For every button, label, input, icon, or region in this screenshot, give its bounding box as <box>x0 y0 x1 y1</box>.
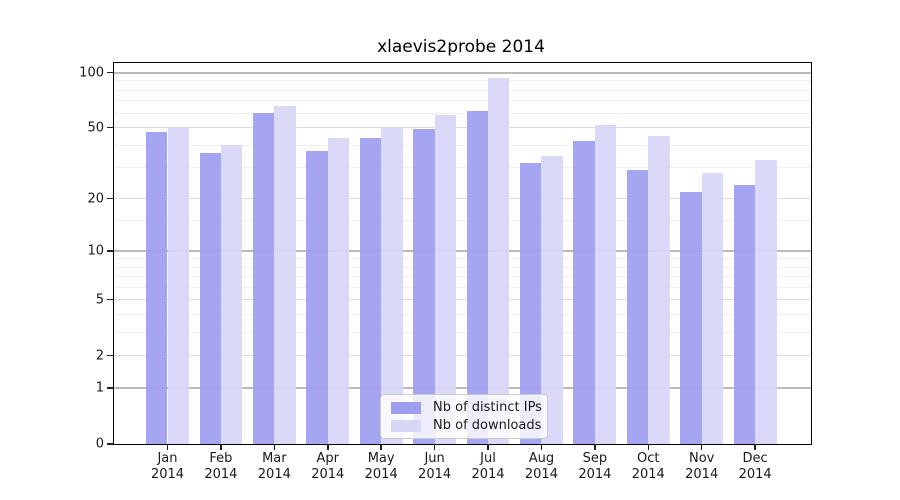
y-tick-label-0: 0 <box>95 436 104 452</box>
bar-nb-of-downloads-apr <box>327 137 350 444</box>
gridline-y-100 <box>114 71 811 74</box>
bar-nb-of-downloads-jul <box>488 77 510 444</box>
x-tick-jun <box>433 444 436 450</box>
x-tick-apr <box>327 444 329 450</box>
gridline-y-8 <box>114 266 811 268</box>
bar-nb-of-distinct-ips-apr <box>306 151 328 444</box>
gridline-y-4 <box>114 313 811 315</box>
gridline-y-2 <box>114 355 811 357</box>
x-tick-jul <box>487 444 489 450</box>
x-tick-label-jan: Jan 2014 <box>150 451 185 482</box>
gridline-y-40 <box>114 144 811 146</box>
bar-nb-of-distinct-ips-nov <box>680 191 702 444</box>
y-tick-label-10: 10 <box>87 243 104 259</box>
bar-nb-of-downloads-feb <box>220 145 243 444</box>
bar-nb-of-downloads-jun <box>434 114 456 444</box>
x-tick-label-oct: Oct 2014 <box>631 451 665 482</box>
y-tick-label-100: 100 <box>79 65 104 81</box>
bar-nb-of-distinct-ips-may <box>359 137 382 444</box>
bar-nb-of-downloads-aug <box>541 155 563 444</box>
legend-item-distinct-ips: Nb of distinct IPs <box>389 400 542 415</box>
gridline-y-6 <box>114 286 811 288</box>
gridline-y-30 <box>114 167 811 169</box>
y-tick-label-1: 1 <box>95 380 104 396</box>
y-tick-label-5: 5 <box>95 292 104 308</box>
plot-area: Nb of distinct IPs Nb of downloads <box>113 62 812 445</box>
bar-nb-of-distinct-ips-mar <box>252 113 275 444</box>
gridline-y-7 <box>114 276 811 278</box>
gridline-y-1 <box>114 387 811 390</box>
y-tick-5 <box>107 298 113 301</box>
legend-item-downloads: Nb of downloads <box>389 418 542 433</box>
x-tick-feb <box>220 444 222 450</box>
y-tick-label-20: 20 <box>87 191 104 207</box>
x-tick-label-mar: Mar 2014 <box>257 451 291 482</box>
y-tick-label-2: 2 <box>95 348 104 364</box>
y-tick-2 <box>107 354 113 357</box>
x-tick-nov <box>700 444 703 450</box>
gridline-y-50 <box>114 127 811 129</box>
x-tick-label-aug: Aug 2014 <box>524 451 558 482</box>
x-tick-label-apr: Apr 2014 <box>311 451 345 482</box>
gridline-y-20 <box>114 198 811 200</box>
x-tick-label-may: May 2014 <box>364 451 398 482</box>
y-tick-50 <box>107 126 113 129</box>
x-tick-label-feb: Feb 2014 <box>204 451 238 482</box>
x-tick-sep <box>594 444 596 450</box>
legend-swatch-downloads-icon <box>391 419 421 432</box>
y-tick-1 <box>107 387 113 389</box>
y-tick-label-50: 50 <box>87 120 104 136</box>
y-tick-20 <box>107 197 113 200</box>
bar-nb-of-downloads-nov <box>701 173 724 444</box>
x-tick-label-dec: Dec 2014 <box>738 451 772 482</box>
x-tick-mar <box>273 444 276 450</box>
x-tick-may <box>380 444 382 450</box>
gridline-y-9 <box>114 258 811 260</box>
bar-nb-of-distinct-ips-sep <box>573 141 595 444</box>
y-tick-0 <box>107 443 113 445</box>
bar-nb-of-downloads-oct <box>648 135 670 444</box>
x-tick-label-jun: Jun 2014 <box>418 451 452 482</box>
legend-swatch-distinct-ips-icon <box>391 401 421 414</box>
legend-label-distinct-ips: Nb of distinct IPs <box>433 400 542 415</box>
bar-nb-of-distinct-ips-jan <box>146 132 168 444</box>
bar-nb-of-downloads-may <box>381 127 403 444</box>
y-tick-100 <box>107 71 113 74</box>
bar-nb-of-distinct-ips-aug <box>520 162 542 444</box>
gridline-y-5 <box>114 299 811 301</box>
bar-nb-of-distinct-ips-feb <box>199 153 221 444</box>
bar-nb-of-distinct-ips-dec <box>733 184 756 444</box>
x-tick-aug <box>540 444 543 450</box>
x-tick-jan <box>166 444 169 450</box>
bar-nb-of-downloads-jan <box>167 127 189 444</box>
bar-nb-of-distinct-ips-jul <box>466 110 488 444</box>
gridline-y-60 <box>114 112 811 114</box>
y-tick-10 <box>107 250 113 252</box>
legend: Nb of distinct IPs Nb of downloads <box>380 394 548 439</box>
chart-title: xlaevis2probe 2014 <box>377 37 545 57</box>
x-tick-label-nov: Nov 2014 <box>685 451 719 482</box>
bar-nb-of-downloads-mar <box>274 105 296 444</box>
legend-label-downloads: Nb of downloads <box>433 418 542 433</box>
gridline-y-90 <box>114 80 811 82</box>
bar-nb-of-downloads-sep <box>594 124 617 444</box>
x-tick-dec <box>754 444 756 450</box>
gridline-y-80 <box>114 89 811 91</box>
gridline-y-15 <box>114 220 811 222</box>
x-tick-oct <box>647 444 650 450</box>
gridline-y-3 <box>114 331 811 333</box>
x-tick-label-sep: Sep 2014 <box>578 451 612 482</box>
bar-nb-of-distinct-ips-jun <box>413 129 435 444</box>
gridline-y-10 <box>114 250 811 253</box>
bar-nb-of-distinct-ips-oct <box>626 170 649 444</box>
bar-nb-of-downloads-dec <box>755 160 777 444</box>
gridline-y-70 <box>114 100 811 102</box>
x-tick-label-jul: Jul 2014 <box>471 451 505 482</box>
